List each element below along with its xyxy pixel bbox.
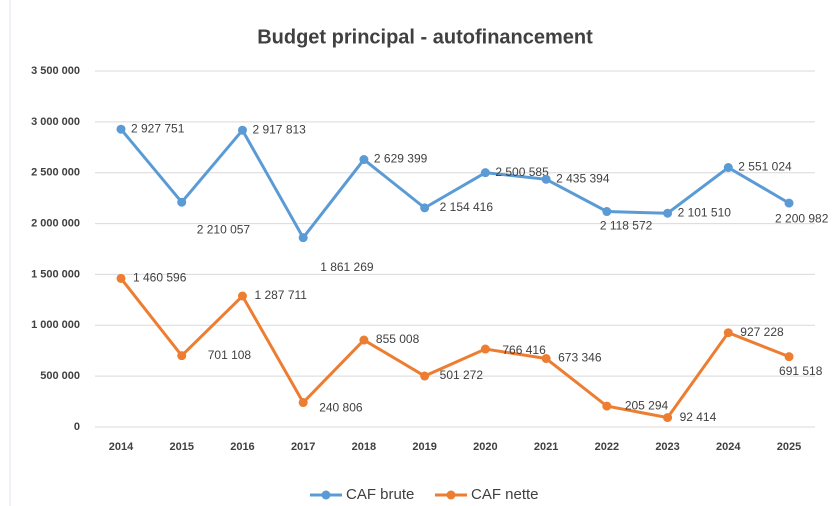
chart-title: Budget principal - autofinancement bbox=[257, 26, 593, 48]
data-label: 240 806 bbox=[319, 401, 363, 415]
point bbox=[359, 155, 369, 165]
point bbox=[663, 208, 673, 218]
y-tick-label: 1 500 000 bbox=[31, 268, 80, 280]
y-tick-label: 3 000 000 bbox=[31, 116, 80, 128]
x-tick-label: 2017 bbox=[291, 441, 315, 453]
data-label: 2 118 572 bbox=[600, 219, 653, 233]
data-label: 205 294 bbox=[625, 398, 669, 412]
y-tick-label: 0 bbox=[74, 421, 80, 433]
x-tick-label: 2019 bbox=[412, 441, 436, 453]
point bbox=[602, 207, 612, 217]
point bbox=[784, 352, 794, 362]
point bbox=[116, 124, 126, 134]
data-label: 501 272 bbox=[440, 368, 484, 382]
data-label: 2 917 813 bbox=[252, 122, 306, 136]
legend-label: CAF nette bbox=[471, 486, 539, 503]
data-label: 2 551 024 bbox=[738, 160, 792, 174]
y-tick-label: 1 000 000 bbox=[31, 319, 80, 331]
data-label: 2 210 057 bbox=[197, 222, 251, 236]
data-label: 691 518 bbox=[779, 364, 823, 378]
x-tick-label: 2024 bbox=[716, 441, 741, 453]
point bbox=[420, 203, 430, 213]
data-label: 2 500 585 bbox=[495, 165, 549, 179]
x-tick-label: 2016 bbox=[230, 441, 254, 453]
point bbox=[298, 233, 308, 243]
point bbox=[177, 351, 187, 361]
point bbox=[177, 197, 187, 207]
point bbox=[784, 198, 794, 208]
data-label: 92 414 bbox=[680, 410, 717, 424]
point bbox=[237, 125, 247, 135]
x-tick-label: 2025 bbox=[777, 441, 801, 453]
data-label: 2 629 399 bbox=[374, 152, 428, 166]
point bbox=[723, 328, 733, 338]
x-tick-label: 2020 bbox=[473, 441, 497, 453]
y-tick-label: 500 000 bbox=[40, 370, 80, 382]
data-label: 2 154 416 bbox=[440, 200, 494, 214]
series-line bbox=[119, 127, 790, 241]
x-tick-label: 2021 bbox=[534, 441, 558, 453]
y-tick-label: 2 500 000 bbox=[31, 167, 80, 179]
data-label: 2 435 394 bbox=[556, 171, 610, 185]
data-label: 1 861 269 bbox=[320, 260, 374, 274]
data-label: 766 416 bbox=[502, 343, 546, 357]
point bbox=[541, 174, 551, 184]
y-tick-label: 2 000 000 bbox=[31, 217, 80, 229]
point bbox=[298, 398, 308, 408]
series-line bbox=[119, 277, 790, 420]
data-label: 855 008 bbox=[376, 332, 420, 346]
legend-marker bbox=[446, 490, 456, 500]
point bbox=[602, 401, 612, 411]
data-label: 2 101 510 bbox=[678, 205, 732, 219]
data-label: 2 927 751 bbox=[131, 121, 185, 135]
point bbox=[723, 163, 733, 173]
x-tick-label: 2018 bbox=[352, 441, 376, 453]
x-tick-label: 2014 bbox=[109, 441, 134, 453]
x-tick-label: 2015 bbox=[169, 441, 193, 453]
data-label: 1 460 596 bbox=[133, 271, 187, 285]
point bbox=[237, 291, 247, 301]
point bbox=[420, 371, 430, 381]
point bbox=[480, 344, 490, 354]
point bbox=[541, 354, 551, 364]
point bbox=[116, 273, 126, 283]
data-label: 673 346 bbox=[558, 351, 602, 365]
data-label: 701 108 bbox=[208, 348, 252, 362]
x-tick-label: 2022 bbox=[595, 441, 619, 453]
x-tick-label: 2023 bbox=[655, 441, 679, 453]
point bbox=[480, 168, 490, 178]
legend-marker bbox=[321, 490, 331, 500]
point bbox=[663, 413, 673, 423]
point bbox=[359, 335, 369, 345]
data-label: 927 228 bbox=[740, 325, 784, 339]
data-label: 2 200 982 bbox=[775, 211, 829, 225]
data-label: 1 287 711 bbox=[254, 288, 307, 302]
legend-label: CAF brute bbox=[346, 486, 414, 503]
y-tick-label: 3 500 000 bbox=[31, 65, 80, 77]
